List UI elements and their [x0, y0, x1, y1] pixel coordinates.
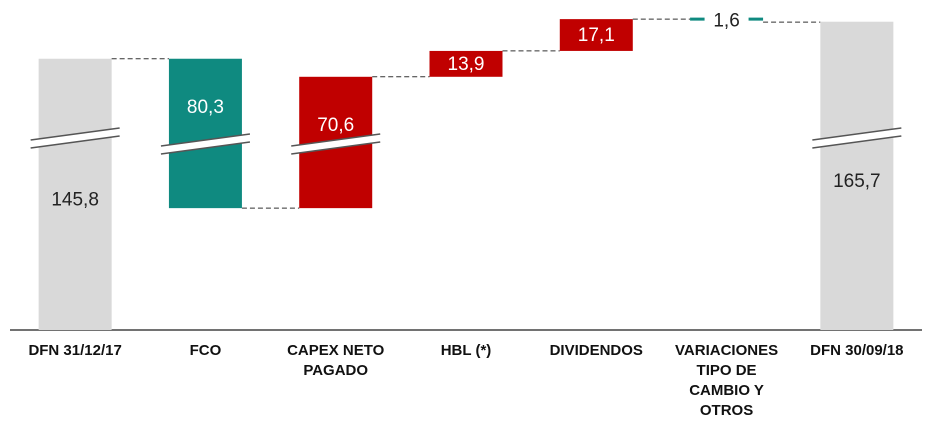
axis-break-line [291, 133, 381, 147]
value-label: 17,1 [578, 25, 615, 46]
x-tick-label: FCO [189, 342, 222, 359]
axis-break [812, 128, 902, 148]
axis-break-line [30, 135, 120, 149]
axis-break-line [812, 135, 902, 149]
axis-break [291, 134, 381, 154]
x-tick-label: HBL (*) [440, 342, 492, 359]
axis-break-line [812, 127, 902, 141]
axis-break [30, 128, 120, 148]
axis-break-line [30, 127, 120, 141]
x-tick-label: CAPEX NETO PAGADO [287, 342, 385, 379]
value-label: 165,7 [833, 171, 881, 192]
bar [820, 21, 894, 331]
value-label: 70,6 [317, 115, 354, 136]
bar [559, 19, 633, 51]
axis-break-line [160, 141, 251, 155]
bar [168, 58, 242, 209]
bar [38, 58, 112, 330]
axis-break-line [160, 133, 251, 147]
x-tick-label: DIVIDENDOS [549, 342, 643, 359]
x-tick-label: DFN 30/09/18 [810, 342, 904, 359]
bar [429, 50, 503, 77]
x-tick-label: DFN 31/12/17 [28, 342, 122, 359]
label-bg [704, 8, 749, 31]
value-label: 1,6 [713, 11, 739, 32]
value-label: 13,9 [448, 54, 485, 75]
value-label: 145,8 [51, 189, 99, 210]
axis-break-line [291, 141, 381, 155]
axis-break [160, 134, 250, 154]
value-label: 80,3 [187, 97, 224, 118]
x-tick-label: VARIACIONES TIPO DE CAMBIO Y OTROS [675, 342, 779, 419]
